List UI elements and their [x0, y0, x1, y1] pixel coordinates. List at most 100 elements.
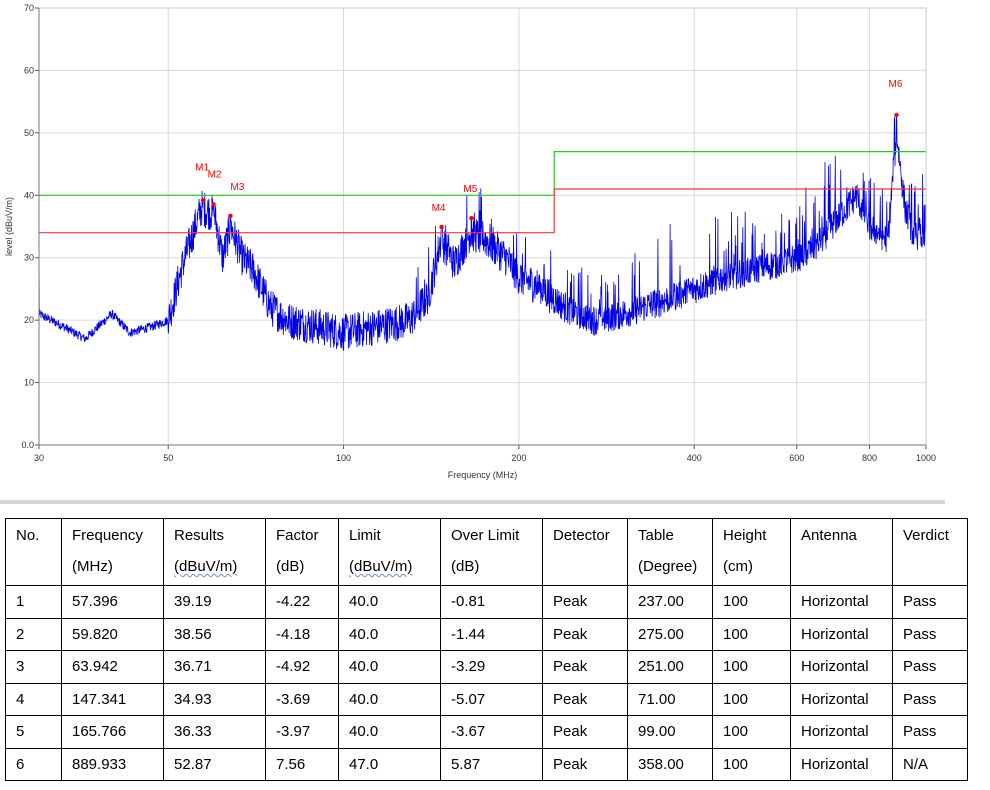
column-header-label: Results [174, 527, 225, 544]
table-cell: Peak [542, 715, 628, 749]
column-header-unit: (dBuV/m) [349, 558, 413, 575]
x-tick-label: 600 [789, 453, 804, 463]
table-cell: -0.81 [440, 585, 543, 619]
table-cell: Horizontal [790, 650, 893, 684]
table-cell: Pass [892, 715, 968, 749]
table-cell: 47.0 [338, 747, 441, 781]
table-cell: -3.97 [265, 715, 339, 749]
column-header-label: No. [16, 527, 40, 544]
column-header: Over Limit (dB) [440, 518, 543, 586]
x-tick-label: 30 [34, 453, 44, 463]
y-tick-label: 30 [24, 253, 34, 263]
table-cell: Peak [542, 747, 628, 781]
column-header-label: Over Limit [451, 527, 520, 544]
column-header: Verdict [892, 518, 968, 586]
axes: 0.0 10 20 30 40 50 60 70 30 50 100 200 400 600 800 1000 [21, 3, 936, 463]
table-cell: -3.67 [440, 715, 543, 749]
emission-chart: M1 M2 M3 M4 M5 M6 0.0 10 20 30 40 50 60 70 30 50 100 200… [4, 3, 936, 480]
y-tick-label: 60 [24, 65, 34, 75]
table-row: 2 59.820 38.56 -4.18 40.0 -1.44 Peak 275.00 100 H… [5, 617, 968, 651]
table-cell: Pass [892, 650, 968, 684]
table-cell: 99.00 [627, 715, 713, 749]
table-cell: N/A [892, 747, 968, 781]
table-cell: 36.71 [163, 650, 266, 684]
y-tick-label: 70 [24, 3, 34, 13]
x-tick-label: 100 [336, 453, 351, 463]
table-cell: Peak [542, 585, 628, 619]
column-header-label: Detector [553, 527, 610, 544]
table-cell: 38.56 [163, 617, 266, 651]
marker-label: M4 [432, 203, 446, 214]
table-cell: 52.87 [163, 747, 266, 781]
table-cell: Horizontal [790, 617, 893, 651]
table-cell: Peak [542, 682, 628, 716]
table-cell: 40.0 [338, 650, 441, 684]
table-cell: 7.56 [265, 747, 339, 781]
column-header-label: Limit [349, 527, 381, 544]
column-header: Results (dBuV/m) [163, 518, 266, 586]
table-cell: 59.820 [61, 617, 164, 651]
marker-point [439, 224, 444, 230]
table-cell: 40.0 [338, 617, 441, 651]
x-tick-label: 50 [163, 453, 173, 463]
column-header-label: Antenna [801, 527, 857, 544]
marker-label: M2 [208, 169, 222, 180]
table-cell: 100 [712, 617, 791, 651]
column-header: Frequency (MHz) [61, 518, 164, 586]
table-row: 1 57.396 39.19 -4.22 40.0 -0.81 Peak 237.00 100 H… [5, 585, 968, 619]
table-cell: 63.942 [61, 650, 164, 684]
table-cell: 40.0 [338, 715, 441, 749]
marker-label: M6 [889, 79, 903, 90]
table-cell: Pass [892, 682, 968, 716]
table-header-row: No. Frequency (MHz) Results (dBuV/m) Factor (d… [5, 518, 968, 586]
table-cell: 5.87 [440, 747, 543, 781]
column-header-unit: (dB) [451, 558, 480, 575]
section-divider [0, 500, 945, 504]
table-row: 6 889.933 52.87 7.56 47.0 5.87 Peak 358.00 100 Ho… [5, 747, 968, 781]
y-tick-label: 40 [24, 190, 34, 200]
table-body: 1 57.396 39.19 -4.22 40.0 -0.81 Peak 237.00 100 H… [5, 585, 968, 781]
table-cell: 2 [5, 617, 62, 651]
table-cell: -3.29 [440, 650, 543, 684]
table-cell: -1.44 [440, 617, 543, 651]
table-cell: 100 [712, 715, 791, 749]
table-cell: 3 [5, 650, 62, 684]
column-header: Detector [542, 518, 628, 586]
column-header-unit: (MHz) [72, 558, 113, 575]
table-cell: -5.07 [440, 682, 543, 716]
marker-point [200, 198, 206, 203]
column-header: No. [5, 518, 62, 586]
table-cell: Horizontal [790, 715, 893, 749]
marker-point [469, 215, 474, 221]
column-header-unit: (Degree) [638, 558, 698, 575]
results-table-wrap: No. Frequency (MHz) Results (dBuV/m) Factor (d… [5, 518, 968, 781]
measurement-trace [38, 114, 927, 351]
column-header: Factor (dB) [265, 518, 339, 586]
table-cell: Pass [892, 585, 968, 619]
table-cell: 36.33 [163, 715, 266, 749]
table-cell: 100 [712, 650, 791, 684]
table-cell: 165.766 [61, 715, 164, 749]
table-cell: 100 [712, 747, 791, 781]
table-cell: 57.396 [61, 585, 164, 619]
y-axis-title: level (dBuV/m) [4, 197, 14, 256]
y-tick-label: 10 [24, 378, 34, 388]
table-cell: 71.00 [627, 682, 713, 716]
y-tick-label: 50 [24, 128, 34, 138]
x-axis-title: Frequency (MHz) [448, 470, 518, 480]
table-cell: 6 [5, 747, 62, 781]
x-tick-label: 400 [687, 453, 702, 463]
column-header-label: Verdict [903, 527, 949, 544]
column-header: Table (Degree) [627, 518, 713, 586]
table-cell: -4.92 [265, 650, 339, 684]
y-tick-label: 20 [24, 315, 34, 325]
table-cell: Peak [542, 617, 628, 651]
table-cell: -4.18 [265, 617, 339, 651]
marker-label: M3 [230, 182, 244, 193]
table-cell: Pass [892, 617, 968, 651]
column-header-label: Factor [276, 527, 319, 544]
table-cell: 1 [5, 585, 62, 619]
column-header: Antenna [790, 518, 893, 586]
